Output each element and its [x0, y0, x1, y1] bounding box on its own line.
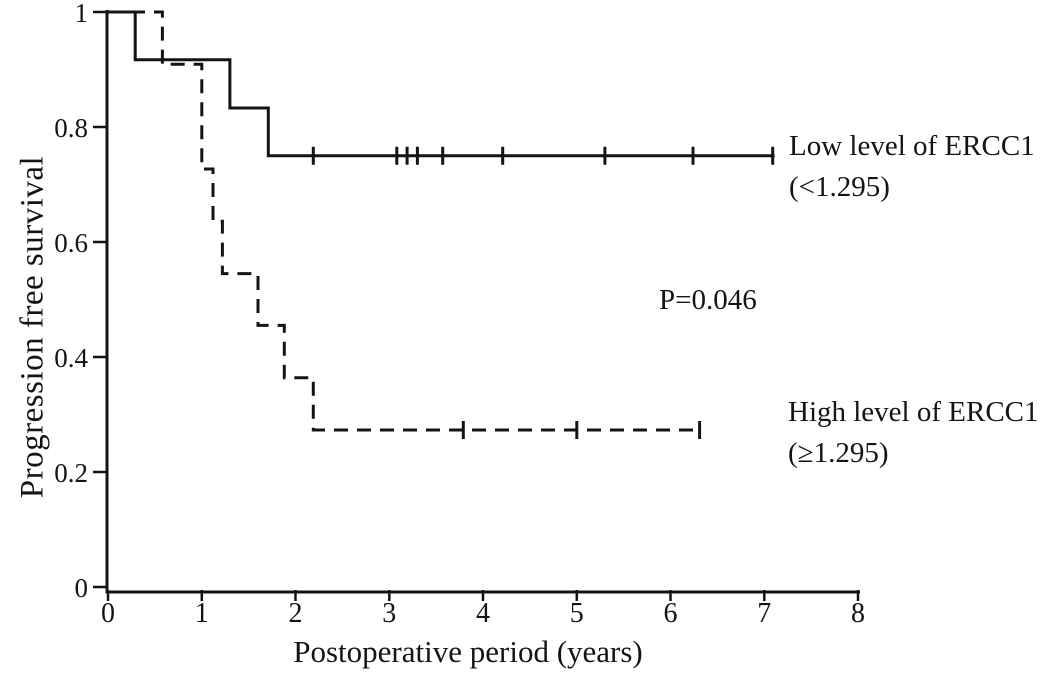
x-tick-label-6: 6 — [663, 598, 678, 629]
low-ercc1-curve — [108, 10, 775, 158]
y-tick-label-0: 0 — [74, 573, 89, 603]
y-tick-label-0.8: 0.8 — [54, 113, 88, 143]
x-tick-label-5: 5 — [569, 598, 584, 629]
x-tick-label-3: 3 — [382, 598, 397, 629]
low-ercc1-curve-label-line1: Low level of ERCC1 — [789, 130, 1035, 162]
y-tick-label-0.2: 0.2 — [54, 458, 88, 488]
y-tick-label-0.6: 0.6 — [54, 228, 88, 258]
y-tick-label-1: 1 — [74, 0, 89, 28]
x-tick-label-8: 8 — [851, 598, 865, 629]
high-ercc1-curve-label: High level of ERCC1 (≥1.295) — [788, 392, 1039, 474]
x-tick-label-0: 0 — [101, 598, 115, 629]
p-value-annotation: P=0.046 — [659, 284, 757, 316]
x-tick-label-4: 4 — [476, 598, 490, 629]
x-axis-ticks — [106, 590, 860, 601]
x-axis-title: Postoperative period (years) — [293, 634, 643, 669]
low-ercc1-censor-marks — [311, 146, 775, 165]
low-ercc1-curve-label: Low level of ERCC1 (<1.295) — [789, 126, 1035, 208]
high-ercc1-curve-label-line1: High level of ERCC1 — [788, 396, 1039, 428]
high-ercc1-censor-marks — [461, 421, 702, 439]
y-axis-title: Progression free survival — [14, 155, 51, 499]
x-tick-label-7: 7 — [757, 598, 772, 629]
low-ercc1-curve-label-line2: (<1.295) — [789, 171, 890, 203]
y-axis-ticks — [93, 10, 107, 589]
x-tick-label-1: 1 — [194, 598, 209, 629]
high-ercc1-curve — [108, 10, 700, 432]
high-ercc1-curve-label-line2: (≥1.295) — [788, 437, 889, 469]
y-tick-label-0.4: 0.4 — [54, 343, 88, 373]
x-tick-label-2: 2 — [288, 598, 303, 629]
